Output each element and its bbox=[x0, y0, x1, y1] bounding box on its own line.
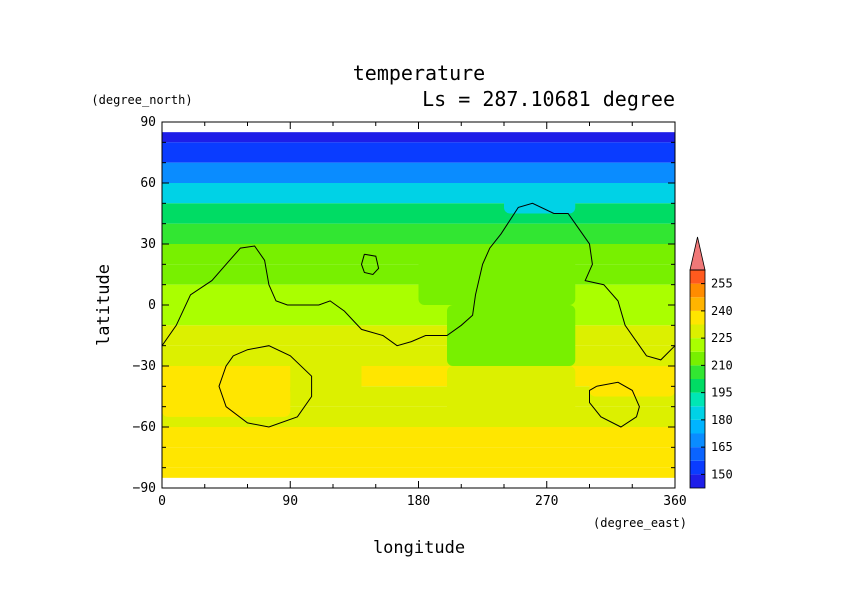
colorbar-tick-label: 180 bbox=[711, 413, 733, 427]
topography-contour-line bbox=[360, 253, 380, 276]
colorbar-swatch bbox=[690, 406, 705, 420]
colorbar-swatch bbox=[690, 351, 705, 366]
temperature-band bbox=[162, 162, 675, 183]
colorbar-swatch bbox=[690, 283, 705, 298]
colorbar-tick-label: 225 bbox=[711, 331, 733, 345]
y-axis-label: latitude bbox=[94, 264, 114, 346]
x-unit-label: (degree_east) bbox=[593, 516, 687, 530]
y-tick-label: −90 bbox=[133, 481, 156, 496]
colorbar-tick-label: 210 bbox=[711, 358, 733, 372]
topography-contour-line bbox=[162, 202, 675, 361]
temperature-cell bbox=[162, 366, 291, 417]
y-tick-label: 0 bbox=[148, 298, 156, 313]
colorbar-tick-label: 165 bbox=[711, 440, 733, 454]
temperature-band bbox=[162, 183, 675, 204]
temperature-band bbox=[162, 447, 675, 468]
temperature-field bbox=[162, 122, 675, 488]
x-tick-label: 90 bbox=[282, 494, 298, 509]
x-tick-label: 0 bbox=[158, 494, 166, 509]
colorbar-swatch bbox=[690, 447, 705, 461]
topography-contour-line bbox=[589, 381, 640, 428]
temperature-cell bbox=[418, 244, 576, 305]
temperature-band bbox=[162, 345, 675, 366]
colorbar-swatch bbox=[690, 270, 705, 284]
colorbar-tick-label: 195 bbox=[711, 386, 733, 400]
colorbar: 150 165 180 195 210 225 240 255 bbox=[689, 236, 733, 489]
temperature-band bbox=[162, 142, 675, 163]
topography-contours bbox=[162, 202, 675, 428]
topography-contour-line bbox=[218, 345, 313, 428]
y-tick-label: 30 bbox=[140, 237, 156, 252]
y-unit-label: (degree_north) bbox=[91, 93, 192, 107]
colorbar-swatch bbox=[690, 297, 705, 311]
y-tick-label: −60 bbox=[133, 420, 156, 435]
x-axis-ticks: 0 90 180 270 360 bbox=[158, 122, 687, 509]
y-tick-label: 60 bbox=[140, 176, 156, 191]
colorbar-frame bbox=[689, 269, 706, 489]
x-tick-label: 270 bbox=[535, 494, 558, 509]
chart-title: temperature bbox=[353, 61, 485, 85]
colorbar-swatch bbox=[690, 338, 705, 352]
chart-subtitle: Ls = 287.10681 degree bbox=[422, 87, 675, 111]
temperature-band bbox=[162, 203, 675, 224]
temperature-cell bbox=[447, 366, 576, 417]
x-tick-label: 360 bbox=[663, 494, 686, 509]
colorbar-swatch bbox=[690, 365, 705, 379]
temperature-band bbox=[162, 325, 675, 346]
y-tick-label: −30 bbox=[133, 359, 156, 374]
y-axis-ticks: 90 60 30 0 −30 −60 −90 bbox=[133, 115, 675, 496]
temperature-cell bbox=[589, 366, 675, 397]
colorbar-swatch bbox=[690, 460, 705, 475]
colorbar-swatch bbox=[690, 310, 705, 325]
temperature-cell bbox=[504, 183, 576, 214]
colorbar-swatch bbox=[690, 419, 705, 434]
colorbar-swatch bbox=[690, 324, 705, 339]
colorbar-tick-label: 150 bbox=[711, 467, 733, 481]
colorbar-swatch bbox=[690, 392, 705, 407]
temperature-band bbox=[162, 305, 675, 326]
colorbar-swatch bbox=[690, 433, 705, 448]
colorbar-overflow-arrow bbox=[689, 236, 706, 271]
temperature-cell bbox=[447, 305, 576, 366]
y-tick-label: 90 bbox=[140, 115, 156, 130]
colorbar-tick-label: 255 bbox=[711, 277, 733, 291]
colorbar-swatch bbox=[690, 379, 705, 393]
temperature-cell bbox=[290, 355, 362, 397]
colorbar-tick-label: 240 bbox=[711, 304, 733, 318]
temperature-band bbox=[162, 223, 675, 244]
x-axis-label: longitude bbox=[373, 538, 465, 558]
colorbar-swatch bbox=[690, 474, 705, 488]
x-tick-label: 180 bbox=[407, 494, 430, 509]
temperature-band bbox=[162, 427, 675, 448]
